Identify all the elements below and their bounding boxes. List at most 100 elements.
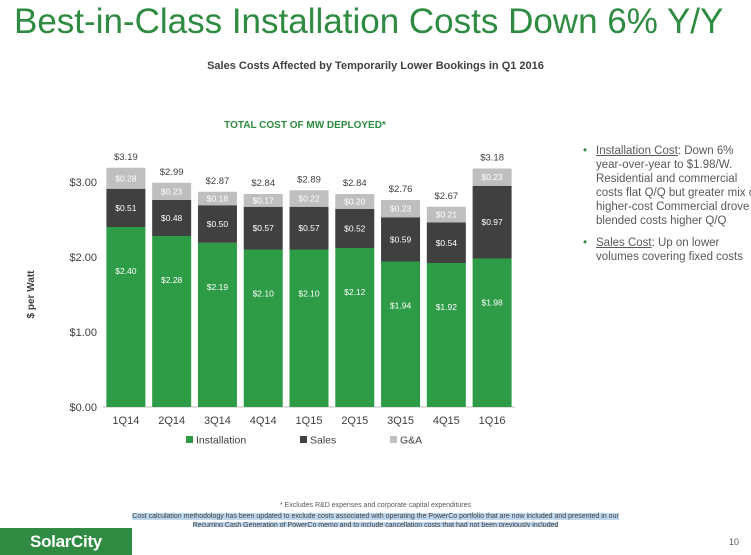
bullet-installation-cost: Installation Cost: Down 6% year-over-yea… (583, 144, 751, 228)
legend-swatch (186, 436, 193, 443)
x-tick-label: 4Q14 (250, 415, 277, 427)
chart-title: TOTAL COST OF MW DEPLOYED* (224, 120, 386, 131)
bar-total-label: $2.87 (206, 176, 230, 187)
bar-value-label: $0.18 (207, 194, 229, 204)
bar-ga-segment (197, 191, 237, 206)
bar-value-label: $0.52 (344, 224, 366, 234)
footnote: * Excludes R&D expenses and corporate ca… (279, 502, 472, 509)
bar-ga-segment (289, 190, 329, 207)
bar-value-label: $0.21 (436, 210, 458, 220)
bar-ga-segment (335, 194, 375, 209)
x-tick-label: 2Q15 (341, 415, 368, 427)
bar-value-label: $2.28 (161, 275, 183, 285)
y-tick-label: $1.00 (69, 327, 97, 339)
bar-total-label: $2.89 (297, 174, 321, 185)
bar-value-label: $0.22 (298, 194, 320, 204)
bar-ga-segment (243, 194, 283, 207)
bar-value-label: $0.57 (298, 223, 320, 233)
bullet-text: Residential and commercial (596, 173, 738, 185)
bar-value-label: $2.10 (298, 289, 320, 299)
legend-swatch (300, 436, 307, 443)
bar-ga-segment (152, 182, 192, 200)
y-tick-label: $2.00 (69, 252, 97, 264)
bar-sales-segment (426, 222, 466, 263)
bar-sales-segment (335, 209, 375, 248)
bullet-text: higher-cost Commercial drove (596, 201, 750, 213)
bar-installation-segment (426, 263, 466, 407)
bar-total-label: $2.84 (251, 178, 275, 189)
bar-value-label: $0.17 (253, 195, 275, 205)
bar-value-label: $2.19 (207, 282, 229, 292)
bar-value-label: $1.92 (436, 302, 458, 312)
bar-sales-segment (381, 217, 421, 262)
bar-sales-segment (472, 185, 512, 259)
bullet-text: : Up on lower (651, 237, 720, 249)
y-axis-label: $ per Watt (26, 270, 37, 319)
bar-value-label: $0.23 (161, 186, 183, 196)
y-tick-label: $3.00 (69, 177, 97, 189)
commentary-bullets: Installation Cost: Down 6% year-over-yea… (583, 144, 751, 272)
bar-sales-segment (152, 200, 192, 236)
bar-total-label: $2.76 (389, 184, 413, 195)
bar-sales-segment (289, 206, 329, 250)
bullet-text: costs flat Q/Q but greater mix of (596, 187, 751, 199)
bar-value-label: $2.12 (344, 287, 366, 297)
bar-ga-segment (426, 206, 466, 223)
bar-installation-segment (106, 227, 146, 407)
bullet-text: year-over-year to $1.98/W. (596, 159, 733, 171)
bar-value-label: $0.59 (390, 234, 412, 244)
bullet-sales-cost: Sales Cost: Up on lower volumes covering… (583, 236, 751, 264)
bar-total-label: $3.19 (114, 152, 138, 163)
legend-label: Sales (310, 435, 336, 447)
bar-value-label: $2.40 (115, 266, 137, 276)
bar-value-label: $2.10 (253, 289, 275, 299)
bar-value-label: $1.94 (390, 301, 412, 311)
page-number: 10 (728, 537, 739, 547)
x-tick-label: 1Q15 (296, 415, 323, 427)
bar-value-label: $1.98 (481, 298, 503, 308)
x-tick-label: 3Q14 (204, 415, 231, 427)
methodology-note-line: Recurring Cash Generation of PowerCo mem… (192, 522, 559, 529)
bar-installation-segment (152, 236, 192, 407)
stacked-bar-chart: $0.00 $1.00 $2.00 $3.00 $ per Watt $2.40 $0.51… (26, 152, 515, 447)
bar-value-label: $0.48 (161, 213, 183, 223)
bar-installation-segment (335, 248, 375, 407)
bar-value-label: $0.28 (115, 173, 137, 183)
solarcity-logo: SolarCity (0, 528, 132, 555)
bar-total-label: $2.84 (343, 178, 367, 189)
bullet-text: : Down 6% (677, 145, 734, 157)
bar-installation-segment (289, 249, 329, 407)
bar-value-label: $0.54 (436, 238, 458, 248)
methodology-note: Cost calculation methodology has been up… (0, 512, 751, 530)
bar-ga-segment (381, 200, 421, 218)
bullet-heading: Sales Cost (596, 237, 652, 249)
bar-value-label: $0.51 (115, 203, 137, 213)
bar-installation-segment (381, 261, 421, 407)
x-tick-label: 1Q16 (479, 415, 506, 427)
bullet-heading: Installation Cost (596, 145, 678, 157)
bar-installation-segment (197, 242, 237, 407)
bar-sales-segment (106, 188, 146, 227)
x-tick-label: 4Q15 (433, 415, 460, 427)
x-tick-label: 1Q14 (112, 415, 139, 427)
bar-installation-segment (472, 258, 512, 407)
slide-title: Best-in-Class Installation Costs Down 6%… (14, 2, 724, 41)
legend-swatch (390, 436, 397, 443)
bar-value-label: $0.23 (390, 204, 412, 214)
y-tick-label: $0.00 (69, 402, 97, 414)
bullet-text: blended costs higher Q/Q (596, 215, 727, 227)
bar-ga-segment (106, 167, 146, 189)
bar-sales-segment (243, 206, 283, 250)
bar-total-label: $2.99 (160, 167, 184, 178)
bar-installation-segment (243, 249, 283, 407)
legend-label: Installation (196, 435, 246, 447)
bar-value-label: $0.23 (481, 172, 503, 182)
methodology-note-line: Cost calculation methodology has been up… (132, 513, 619, 520)
bar-value-label: $0.57 (253, 223, 275, 233)
slide-subtitle: Sales Costs Affected by Temporarily Lowe… (207, 60, 544, 72)
x-tick-label: 3Q15 (387, 415, 414, 427)
bar-ga-segment (472, 168, 512, 186)
bar-sales-segment (197, 205, 237, 243)
legend-label: G&A (400, 435, 422, 447)
bar-total-label: $2.67 (434, 191, 458, 202)
